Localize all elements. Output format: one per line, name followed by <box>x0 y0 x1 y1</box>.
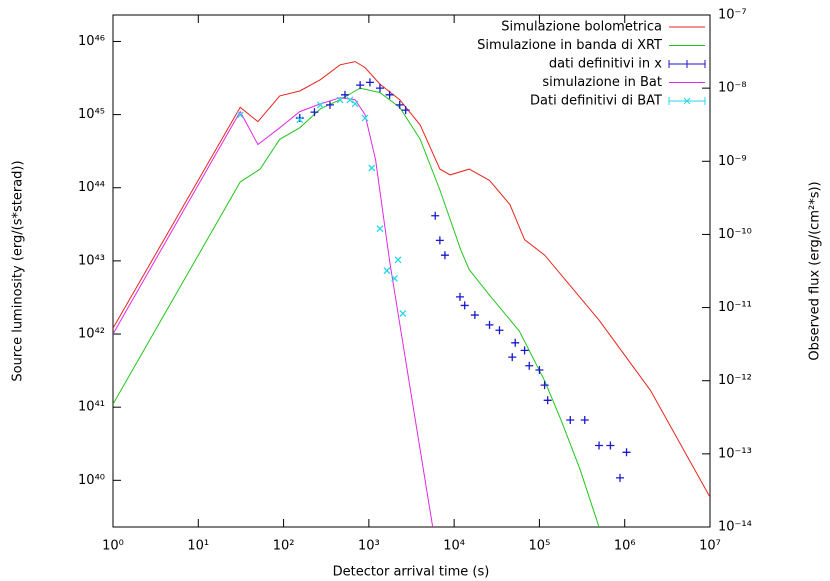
y-axis-title: Source luminosity (erg/(s*sterad)) <box>11 160 26 381</box>
y2-tick-label: 10⁻¹⁴ <box>718 520 752 535</box>
data-point <box>460 301 469 310</box>
x-tick-label: 10⁵ <box>529 539 551 554</box>
data-point <box>470 311 479 320</box>
data-point <box>622 448 631 457</box>
data-point <box>368 164 376 172</box>
y2-tick-label: 10⁻⁹ <box>718 154 747 169</box>
data-point <box>394 256 402 264</box>
legend-swatch <box>683 97 691 105</box>
data-point <box>296 116 304 124</box>
data-point <box>495 326 504 335</box>
y-tick-label: 10⁴³ <box>78 253 105 268</box>
data-point <box>520 346 529 355</box>
y-tick-label: 10⁴⁴ <box>78 180 105 195</box>
data-point <box>511 338 520 347</box>
y2-tick-label: 10⁻¹³ <box>718 446 752 461</box>
data-point <box>595 441 604 450</box>
data-point <box>383 267 391 275</box>
y-tick-label: 10⁴¹ <box>78 400 105 415</box>
legend-label: simulazione in Bat <box>542 75 662 90</box>
y2-tick-label: 10⁻¹² <box>718 373 752 388</box>
data-point <box>356 81 365 90</box>
data-point <box>236 111 244 119</box>
data-point <box>431 211 440 220</box>
data-point <box>540 381 549 390</box>
data-point <box>325 100 334 109</box>
y-tick-label: 10⁴² <box>78 327 105 342</box>
y2-axis-title: Observed flux (erg/(cm²*s)) <box>808 181 823 360</box>
series-line <box>113 97 434 527</box>
legend-label: Simulazione in banda di XRT <box>477 38 662 53</box>
data-point <box>525 361 534 370</box>
y2-tick-label: 10⁻¹⁰ <box>718 227 752 242</box>
x-tick-label: 10⁷ <box>699 539 721 554</box>
data-point <box>295 114 304 123</box>
x-axis-title: Detector arrival time (s) <box>333 565 490 580</box>
data-point <box>346 96 354 104</box>
x-tick-label: 10¹ <box>187 539 209 554</box>
x-tick-label: 10⁰ <box>102 539 124 554</box>
data-point <box>310 108 319 117</box>
data-point <box>361 114 369 122</box>
x-tick-label: 10⁴ <box>443 539 465 554</box>
y-tick-label: 10⁴⁶ <box>78 34 105 49</box>
data-point <box>375 84 384 93</box>
data-point <box>485 320 494 329</box>
data-point <box>316 101 324 109</box>
data-point <box>535 366 544 375</box>
plot-frame <box>112 14 711 528</box>
data-point <box>435 236 444 245</box>
data-point <box>401 106 410 115</box>
y2-tick-label: 10⁻¹¹ <box>718 300 752 315</box>
x-tick-label: 10⁶ <box>614 539 636 554</box>
data-point <box>615 473 624 482</box>
data-point <box>566 416 575 425</box>
data-point <box>365 78 374 87</box>
series-line <box>113 61 710 498</box>
series-line <box>113 87 600 527</box>
data-point <box>455 292 464 301</box>
data-point <box>340 90 349 99</box>
data-point <box>385 90 394 99</box>
data-point <box>391 275 398 282</box>
y-tick-label: 10⁴⁵ <box>78 107 105 122</box>
legend-label: Simulazione bolometrica <box>501 20 662 35</box>
y2-tick-label: 10⁻⁸ <box>718 81 747 96</box>
x-tick-label: 10² <box>273 539 295 554</box>
data-point <box>508 353 517 362</box>
y2-tick-label: 10⁻⁷ <box>718 8 747 23</box>
data-point <box>395 100 404 109</box>
data-point <box>336 96 344 104</box>
data-point <box>606 441 615 450</box>
data-point <box>399 310 407 317</box>
y-tick-label: 10⁴⁰ <box>78 473 105 488</box>
data-point <box>580 416 589 425</box>
legend-label: dati definitivi in x <box>549 57 662 72</box>
x-tick-label: 10³ <box>358 539 380 554</box>
data-point <box>543 396 552 405</box>
data-point <box>376 225 384 233</box>
data-point <box>440 251 449 260</box>
data-point <box>351 100 359 108</box>
legend-label: Dati definitivi di BAT <box>530 94 662 109</box>
